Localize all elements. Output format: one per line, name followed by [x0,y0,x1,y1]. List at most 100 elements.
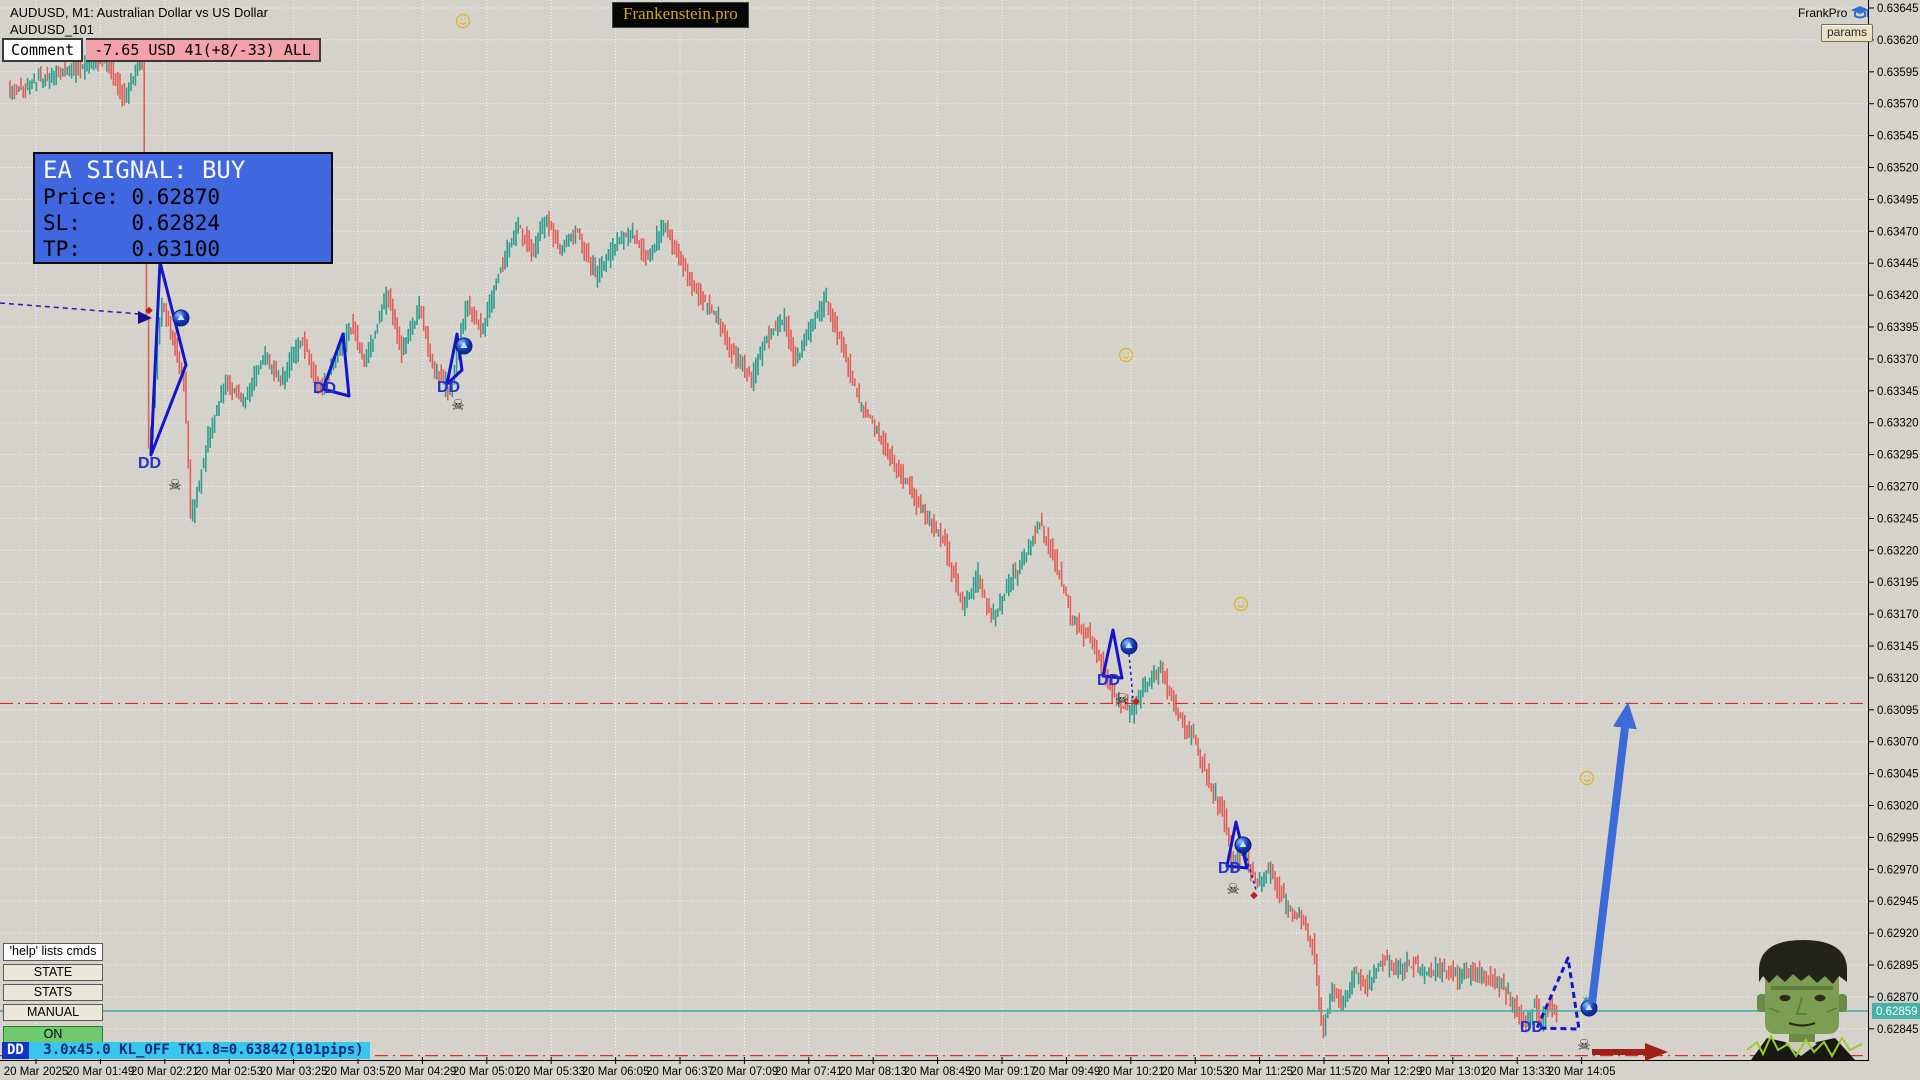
svg-text:0.63320: 0.63320 [1877,418,1919,430]
skull-icon: ☠ [1115,690,1128,708]
svg-text:0.63595: 0.63595 [1877,67,1919,79]
svg-text:0.62945: 0.62945 [1877,896,1919,908]
svg-text:0.63195: 0.63195 [1877,577,1919,589]
svg-text:20 Mar 07:41: 20 Mar 07:41 [775,1066,843,1078]
svg-text:0.63020: 0.63020 [1877,801,1919,813]
svg-text:0.62859: 0.62859 [1876,1006,1918,1018]
graduation-cap-icon [1851,6,1870,19]
svg-text:0.63270: 0.63270 [1877,482,1919,494]
svg-text:20 Mar 09:49: 20 Mar 09:49 [1033,1066,1101,1078]
star-icon: ✶ [1581,993,1590,1006]
help-button[interactable]: 'help' lists cmds [3,943,103,961]
dd-triangle [1101,628,1124,680]
dd-label: DD [437,379,460,396]
ea-signal-tp: TP: 0.63100 [43,237,221,261]
smiley-icon [1233,596,1249,612]
svg-text:20 Mar 11:25: 20 Mar 11:25 [1226,1066,1293,1078]
ea-signal-price: Price: 0.62870 [43,185,221,209]
svg-text:20 Mar 03:57: 20 Mar 03:57 [324,1066,392,1078]
entry-dashed-line [0,302,141,315]
dd-triangle [321,332,351,398]
svg-text:20 Mar 06:37: 20 Mar 06:37 [646,1066,714,1078]
svg-text:0.63620: 0.63620 [1877,35,1919,47]
ea-signal-sl: SL: 0.62824 [43,211,221,235]
svg-text:20 Mar 12:29: 20 Mar 12:29 [1355,1066,1423,1078]
account-name: FrankPro [1798,6,1848,20]
symbol-header: AUDUSD, M1: Australian Dollar vs US Doll… [10,4,268,38]
smiley-icon [1118,347,1134,363]
svg-text:20 Mar 01:49: 20 Mar 01:49 [67,1066,135,1078]
symbol-title: AUDUSD, M1: Australian Dollar vs US Doll… [10,5,268,20]
svg-text:0.63120: 0.63120 [1877,673,1919,685]
account-badge: FrankPro [1798,6,1870,20]
buy-arrow [1588,727,1629,1004]
svg-text:0.63570: 0.63570 [1877,99,1919,111]
signal-trajectory-line [1244,851,1257,891]
svg-text:0.63370: 0.63370 [1877,354,1919,366]
dd-triangle [149,260,188,457]
dd-label: DD [1097,672,1120,689]
manual-button[interactable]: MANUAL [3,1004,103,1021]
svg-text:20 Mar 05:33: 20 Mar 05:33 [517,1066,585,1078]
dd-label: DD [1218,860,1241,877]
params-button[interactable]: params [1821,24,1873,42]
svg-text:0.63420: 0.63420 [1877,290,1919,302]
skull-icon: ☠ [168,476,181,494]
ea-signal-box: EA SIGNAL: BUY Price: 0.62870 SL: 0.6282… [33,152,333,264]
svg-text:0.63045: 0.63045 [1877,769,1919,781]
dd-status-chip: DD [2,1042,29,1059]
smiley-icon [1579,770,1595,786]
svg-text:0.63520: 0.63520 [1877,163,1919,175]
svg-text:0.63095: 0.63095 [1877,705,1919,717]
dd-label: DD [138,455,161,472]
svg-text:20 Mar 14:05: 20 Mar 14:05 [1548,1066,1616,1078]
red-diamond-icon: ◆ [1250,890,1258,901]
svg-text:20 Mar 10:21: 20 Mar 10:21 [1097,1066,1165,1078]
svg-text:0.63645: 0.63645 [1877,3,1919,15]
dd-status-text: 3.0x45.0 KL_OFF TK1.8=0.63842(101pips) [28,1042,370,1059]
command-panel: 'help' lists cmds STATE STATS MANUAL ON [3,943,103,1047]
entry-arrowhead-icon [138,311,152,324]
dd-status-bar: DD 3.0x45.0 KL_OFF TK1.8=0.63842(101pips… [2,1042,370,1059]
exit-arrow-head [1645,1043,1668,1061]
dd-label: DD [313,380,336,397]
state-button[interactable]: STATE [3,964,103,981]
svg-text:0.63070: 0.63070 [1877,737,1919,749]
dd-triangle [1535,956,1581,1031]
svg-text:0.62995: 0.62995 [1877,832,1919,844]
stats-button[interactable]: STATS [3,984,103,1001]
ea-instance-label: AUDUSD_101 [10,22,94,37]
svg-text:0.62895: 0.62895 [1877,960,1919,972]
skull-icon: ☠ [451,396,464,414]
comment-value: -7.65 USD 41(+8/-33) ALL [86,38,321,62]
smiley-icon [455,13,471,29]
svg-text:0.63145: 0.63145 [1877,641,1919,653]
svg-text:20 Mar 2025: 20 Mar 2025 [4,1066,69,1078]
red-diamond-icon: ◆ [1132,696,1140,707]
svg-text:0.63245: 0.63245 [1877,513,1919,525]
comment-row: Comment -7.65 USD 41(+8/-33) ALL [2,38,321,62]
dd-label: DD [1520,1019,1543,1036]
svg-text:20 Mar 13:01: 20 Mar 13:01 [1419,1066,1487,1078]
svg-text:0.63445: 0.63445 [1877,258,1919,270]
svg-text:0.63495: 0.63495 [1877,194,1919,206]
svg-text:0.62920: 0.62920 [1877,928,1919,940]
svg-text:20 Mar 11:57: 20 Mar 11:57 [1291,1066,1358,1078]
svg-text:0.63395: 0.63395 [1877,322,1919,334]
svg-text:0.62870: 0.62870 [1877,992,1919,1004]
svg-text:20 Mar 06:05: 20 Mar 06:05 [582,1066,650,1078]
svg-text:20 Mar 08:13: 20 Mar 08:13 [839,1066,907,1078]
svg-text:0.63545: 0.63545 [1877,131,1919,143]
svg-text:20 Mar 05:01: 20 Mar 05:01 [453,1066,521,1078]
buy-arrow-head [1612,702,1637,730]
svg-text:0.62845: 0.62845 [1877,1024,1919,1036]
ea-signal-title: EA SIGNAL: BUY [43,156,246,184]
svg-text:0.63470: 0.63470 [1877,226,1919,238]
svg-text:20 Mar 13:33: 20 Mar 13:33 [1483,1066,1551,1078]
skull-icon: ☠ [1226,880,1239,898]
svg-text:20 Mar 08:45: 20 Mar 08:45 [904,1066,972,1078]
svg-text:20 Mar 04:29: 20 Mar 04:29 [389,1066,457,1078]
svg-text:0.63295: 0.63295 [1877,450,1919,462]
